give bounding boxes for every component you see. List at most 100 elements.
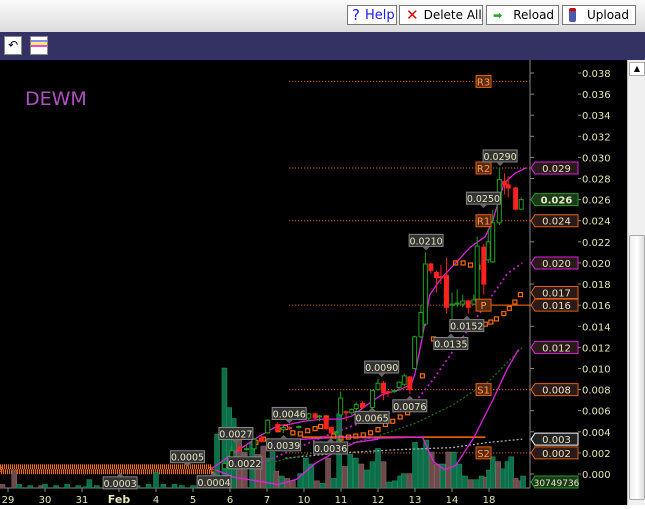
callout-text: 0.0290: [483, 152, 516, 163]
candle-body: [287, 427, 293, 430]
scroll-thumb[interactable]: [629, 235, 645, 500]
x-tick-label: 13: [409, 495, 422, 505]
volume-bar: [473, 479, 479, 489]
volume-bar: [353, 457, 359, 489]
callout-pointer: [496, 161, 505, 166]
callout-pointer: [479, 204, 488, 209]
vertical-scrollbar[interactable]: ▲: [627, 60, 645, 505]
pivot-badge: [475, 446, 492, 460]
x-tick-label: 14: [446, 495, 459, 505]
question-icon: ?: [352, 6, 360, 24]
x-tick-label: 29: [2, 495, 15, 505]
volume-bar: [190, 485, 196, 489]
volume-bar: [380, 461, 387, 489]
chart-area[interactable]: DEWM 0.000 0.002 0.004 0.006 0.008 0.010 0.012…: [0, 60, 627, 506]
volume-bar: [11, 469, 18, 489]
y-tick-label: 0.016: [582, 301, 611, 312]
callout-pointer: [279, 434, 288, 439]
price-tag-text: 0.026: [541, 196, 573, 207]
candle-body: [518, 199, 524, 210]
undo-icon[interactable]: ↶: [4, 36, 22, 55]
x-tick-label: 12: [372, 495, 385, 505]
sar-dot: [390, 418, 396, 424]
candle-body: [359, 402, 365, 409]
x-tick-label: 11: [335, 495, 348, 505]
callout-text: 0.0046: [273, 409, 306, 420]
price-tag: [530, 446, 579, 460]
candle-body: [381, 382, 387, 394]
arrow-right-icon: ➡: [493, 8, 503, 22]
callout-text: 0.0090: [365, 363, 398, 374]
candle-body: [502, 181, 508, 186]
volume-bar: [53, 485, 59, 489]
sar-dot: [467, 262, 474, 268]
candle-body: [465, 300, 471, 308]
volume-bar: [27, 485, 33, 489]
candle-body: [258, 437, 264, 442]
sar-dot: [419, 373, 425, 379]
y-tick-label: 0.010: [582, 364, 611, 375]
sar-dot: [297, 431, 303, 437]
volume-bar: [406, 473, 413, 489]
chart-toolbar: ↶: [0, 32, 645, 60]
price-tag: [530, 298, 579, 312]
price-tag: [530, 214, 579, 228]
pivot-label: R1: [477, 217, 490, 228]
price-tag-text: 0.003: [542, 435, 571, 446]
volume-bar: [375, 448, 381, 489]
candle-body: [460, 300, 466, 305]
price-tag-text: 0.017: [542, 288, 571, 299]
callout-pointer: [405, 395, 414, 400]
volume-bar: [242, 451, 248, 489]
volume-bar: [42, 484, 48, 489]
x-tick-label: 30: [39, 495, 52, 505]
delete-all-button[interactable]: ✕ Delete All: [399, 5, 483, 25]
candle-body: [244, 448, 250, 451]
help-button[interactable]: ? Help: [347, 5, 397, 25]
volume-bar: [440, 463, 446, 489]
callout-text: 0.0152: [450, 322, 483, 333]
volume-bar: [160, 484, 167, 489]
candle-body: [438, 276, 444, 279]
candle-body: [338, 397, 344, 416]
volume-bar: [445, 451, 452, 489]
candle-body: [401, 375, 407, 385]
callout-text: 0.0005: [171, 453, 204, 464]
candle-body: [353, 403, 359, 410]
y-tick-label: 0.024: [582, 217, 611, 228]
pivot-label: R3: [477, 77, 490, 88]
candle-body: [428, 263, 434, 271]
candle-body: [433, 271, 439, 279]
volume-bar: [347, 454, 353, 489]
candle-body: [275, 423, 281, 432]
callout-text: 0.0003: [103, 479, 136, 490]
volume-bar: [401, 473, 407, 489]
candle-body: [443, 275, 449, 308]
y-tick-label: 0.008: [582, 386, 611, 397]
candle-body: [317, 415, 323, 418]
candle-body: [418, 312, 424, 338]
indicator-settings-icon[interactable]: [30, 36, 48, 55]
volume-bar: [428, 451, 435, 489]
reload-button[interactable]: ➡ Reload: [486, 5, 559, 25]
y-tick-label: 0.020: [582, 259, 611, 270]
pivot-label: R2: [477, 164, 490, 175]
scroll-up-icon[interactable]: ▲: [629, 62, 645, 76]
y-tick-label: 0.028: [582, 175, 611, 186]
candle-body: [349, 409, 355, 414]
pivot-label: S1: [477, 386, 490, 397]
candle-body: [422, 263, 428, 325]
flat-price-line: [0, 464, 214, 475]
sar-dot: [345, 434, 351, 440]
y-tick-label: 0.034: [582, 111, 611, 122]
price-tag: [530, 161, 579, 175]
pivot-label: S2: [477, 449, 490, 460]
volume-bar: [462, 475, 468, 489]
y-tick-label: 0.004: [582, 428, 611, 439]
callout-pointer: [326, 438, 335, 443]
sar-dot: [360, 432, 366, 438]
upload-button[interactable]: Upload: [562, 5, 636, 25]
volume-bar: [456, 463, 463, 489]
callout-text: 0.0250: [467, 194, 500, 205]
price-tag-text: 0.012: [542, 343, 571, 354]
